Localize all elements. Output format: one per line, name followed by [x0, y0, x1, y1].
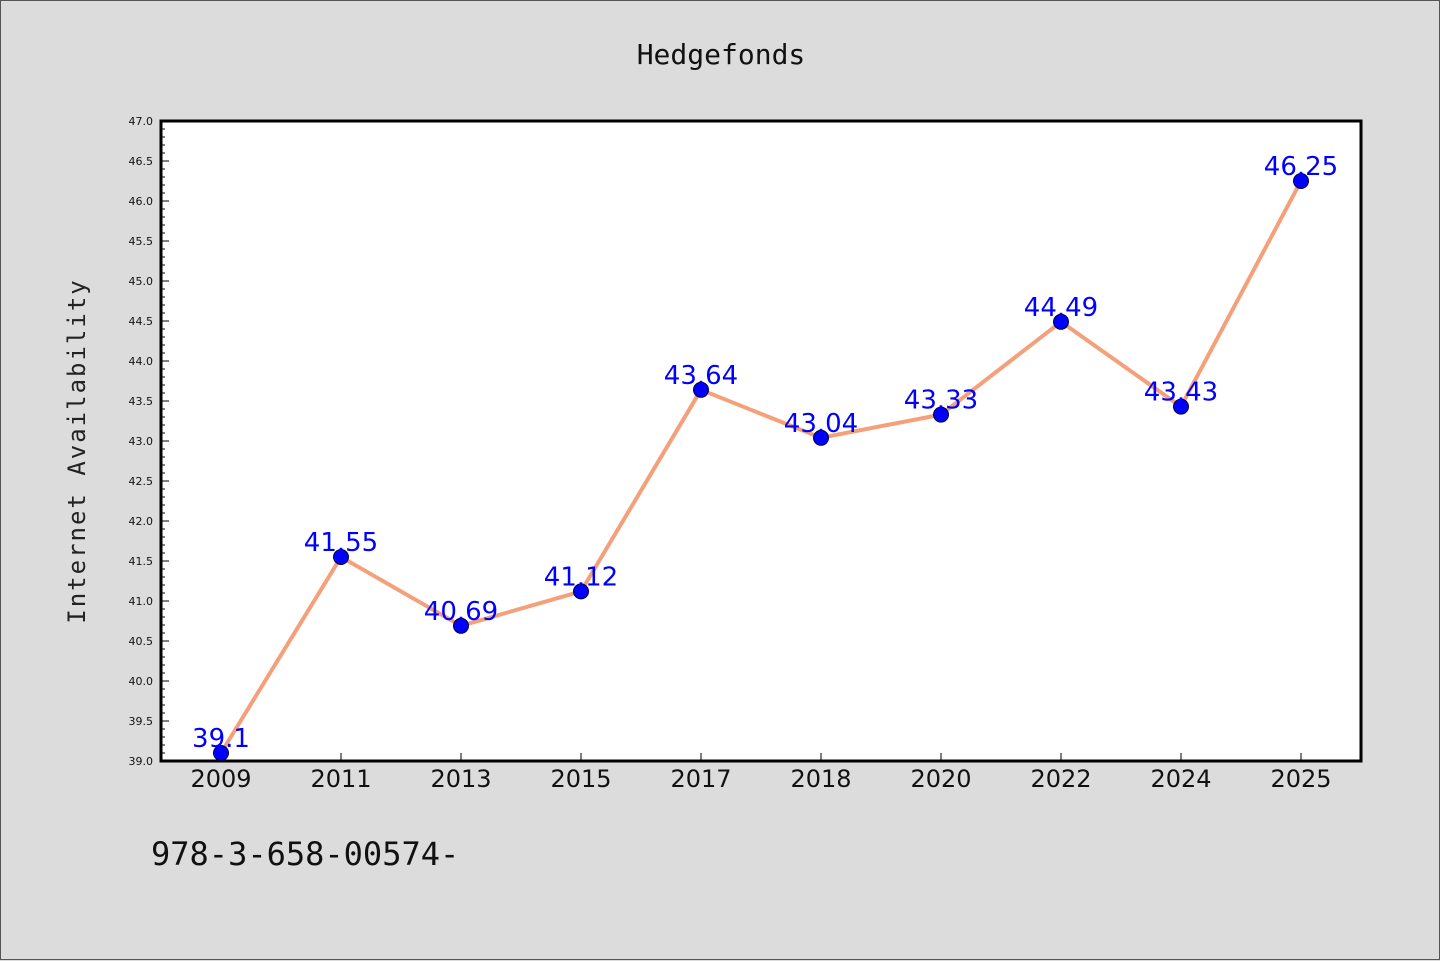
- data-label: 41.12: [544, 562, 618, 592]
- series-group: [213, 173, 1309, 761]
- y-axis: 39.0 39.5 40.0 40.5 41.0 41.5 42.0 42.5 43.0 43.5…: [129, 115, 169, 768]
- data-label: 40.69: [424, 597, 498, 627]
- data-label: 43.43: [1144, 378, 1218, 408]
- plot-area: [159, 119, 1363, 763]
- y-tick-label: 39.5: [129, 715, 154, 728]
- y-tick-label: 41.5: [129, 555, 154, 568]
- data-label: 41.55: [304, 528, 378, 558]
- data-label: 43.33: [904, 386, 978, 416]
- series-line: [219, 179, 1303, 755]
- x-tick-label: 2018: [790, 765, 851, 793]
- data-point: [813, 429, 829, 446]
- y-tick-label: 47.0: [129, 115, 154, 128]
- x-tick-label: 2017: [670, 765, 731, 793]
- x-tick-label: 2022: [1030, 765, 1091, 793]
- data-label: 44.49: [1024, 293, 1098, 323]
- y-tick-label: 44.5: [129, 315, 154, 328]
- data-point: [453, 617, 469, 634]
- x-tick-label: 2013: [430, 765, 491, 793]
- data-point: [1053, 313, 1069, 330]
- x-axis: 2009 2011 2013 2015 2017 2018 2020 2022 2024 2025: [190, 753, 1332, 793]
- data-label: 46.25: [1264, 152, 1338, 182]
- data-label: 43.64: [664, 361, 738, 391]
- y-tick-label: 40.0: [129, 675, 154, 688]
- data-label: 43.04: [784, 409, 858, 439]
- y-tick-label: 43.5: [129, 395, 154, 408]
- y-tick-label: 46.5: [129, 155, 154, 168]
- x-tick-label: 2024: [1150, 765, 1211, 793]
- data-point: [333, 549, 349, 565]
- y-tick-label: 40.5: [129, 635, 154, 648]
- footnote-text: 978-3-658-00574-: [151, 835, 459, 873]
- chart-title: Hedgefonds: [637, 38, 806, 71]
- data-labels-group: 39.1 41.55 40.69 41.12 43.64 43.04 43.33 44.49 4…: [192, 152, 1338, 754]
- x-tick-label: 2009: [190, 765, 251, 793]
- data-point: [213, 745, 229, 761]
- y-tick-label: 45.5: [129, 235, 154, 248]
- y-tick-label: 42.5: [129, 475, 154, 488]
- data-point: [1173, 398, 1189, 415]
- x-tick-label: 2015: [550, 765, 611, 793]
- y-tick-label: 44.0: [129, 355, 154, 368]
- y-axis-label: Internet Availability: [63, 278, 91, 623]
- data-point: [1293, 173, 1309, 189]
- x-tick-label: 2011: [310, 765, 371, 793]
- x-tick-label: 2020: [910, 765, 971, 793]
- data-label: 39.1: [192, 724, 250, 754]
- data-point: [693, 381, 709, 398]
- y-tick-label: 45.0: [129, 275, 154, 288]
- data-point: [933, 406, 949, 423]
- y-tick-label: 42.0: [129, 515, 154, 528]
- y-tick-label: 43.0: [129, 435, 154, 448]
- y-tick-label: 41.0: [129, 595, 154, 608]
- y-tick-label: 46.0: [129, 195, 154, 208]
- y-tick-label: 39.0: [129, 755, 154, 768]
- data-point: [573, 583, 589, 600]
- x-tick-label: 2025: [1270, 765, 1331, 793]
